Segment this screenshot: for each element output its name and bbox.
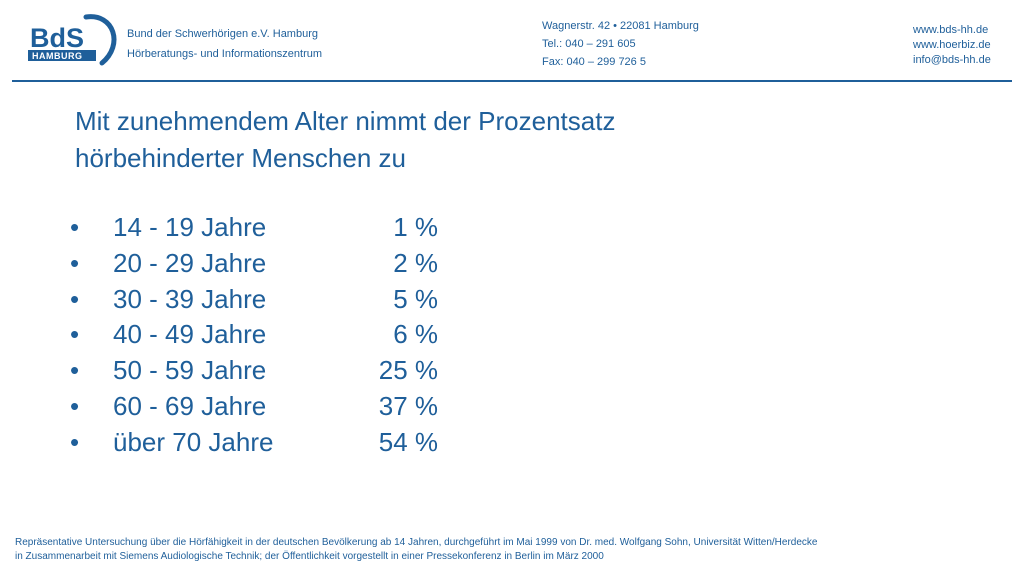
age-range: über 70 Jahre	[113, 426, 274, 457]
bds-hamburg-logo: BdS HAMBURG	[28, 14, 117, 66]
address: Wagnerstr. 42 • 22081 Hamburg	[542, 20, 699, 32]
source-footnote: Repräsentative Untersuchung über die Hör…	[15, 536, 1015, 564]
percentage: 2 %	[393, 247, 438, 278]
logo-text: BdS	[30, 23, 84, 53]
title-line-1: Mit zunehmendem Alter nimmt der Prozents…	[75, 106, 616, 136]
logo-subtext: HAMBURG	[32, 51, 83, 61]
percentage: 6 %	[393, 319, 438, 350]
organization-block: Bund der Schwerhörigen e.V. Hamburg Hörb…	[127, 26, 322, 62]
title-line-2: hörbehinderter Menschen zu	[75, 143, 406, 173]
footnote-line-2: in Zusammenarbeit mit Siemens Audiologis…	[15, 551, 604, 562]
age-range: 40 - 49 Jahre	[113, 319, 267, 350]
telephone: Tel.: 040 – 291 605	[542, 38, 636, 50]
bullet: •	[70, 426, 80, 457]
bullet: •	[70, 355, 80, 386]
email-link[interactable]: info@bds-hh.de	[913, 54, 991, 66]
age-range: 20 - 29 Jahre	[113, 247, 267, 278]
percentage: 54 %	[378, 426, 438, 457]
web-block: www.bds-hh.de www.hoerbiz.de info@bds-hh…	[913, 23, 991, 68]
bullet: •	[70, 283, 80, 314]
header-divider	[12, 80, 1012, 82]
fax: Fax: 040 – 299 726 5	[542, 56, 646, 68]
website-link-1[interactable]: www.bds-hh.de	[913, 24, 989, 36]
contact-block: Wagnerstr. 42 • 22081 Hamburg Tel.: 040 …	[542, 17, 699, 71]
age-range: 14 - 19 Jahre	[113, 212, 267, 242]
percentage: 37 %	[378, 390, 438, 421]
bullet: •	[70, 247, 80, 278]
bullet: •	[70, 390, 80, 421]
bullet: •	[70, 319, 80, 350]
bullet: •	[70, 212, 80, 242]
slide-title: Mit zunehmendem Alter nimmt der Prozents…	[75, 103, 615, 177]
percentage: 25 %	[378, 355, 438, 386]
footnote-line-1: Repräsentative Untersuchung über die Hör…	[15, 537, 818, 548]
org-subtitle: Hörberatungs- und Informationszentrum	[127, 48, 323, 60]
age-range: 30 - 39 Jahre	[113, 283, 267, 314]
logo-bar	[28, 50, 96, 61]
age-range: 60 - 69 Jahre	[113, 390, 267, 421]
percentage: 5 %	[393, 283, 438, 314]
logo-ear-arc	[83, 14, 117, 66]
percentage: 1 %	[393, 212, 438, 242]
org-name: Bund der Schwerhörigen e.V. Hamburg	[127, 28, 318, 40]
website-link-2[interactable]: www.hoerbiz.de	[913, 39, 991, 51]
age-range: 50 - 59 Jahre	[113, 355, 267, 386]
